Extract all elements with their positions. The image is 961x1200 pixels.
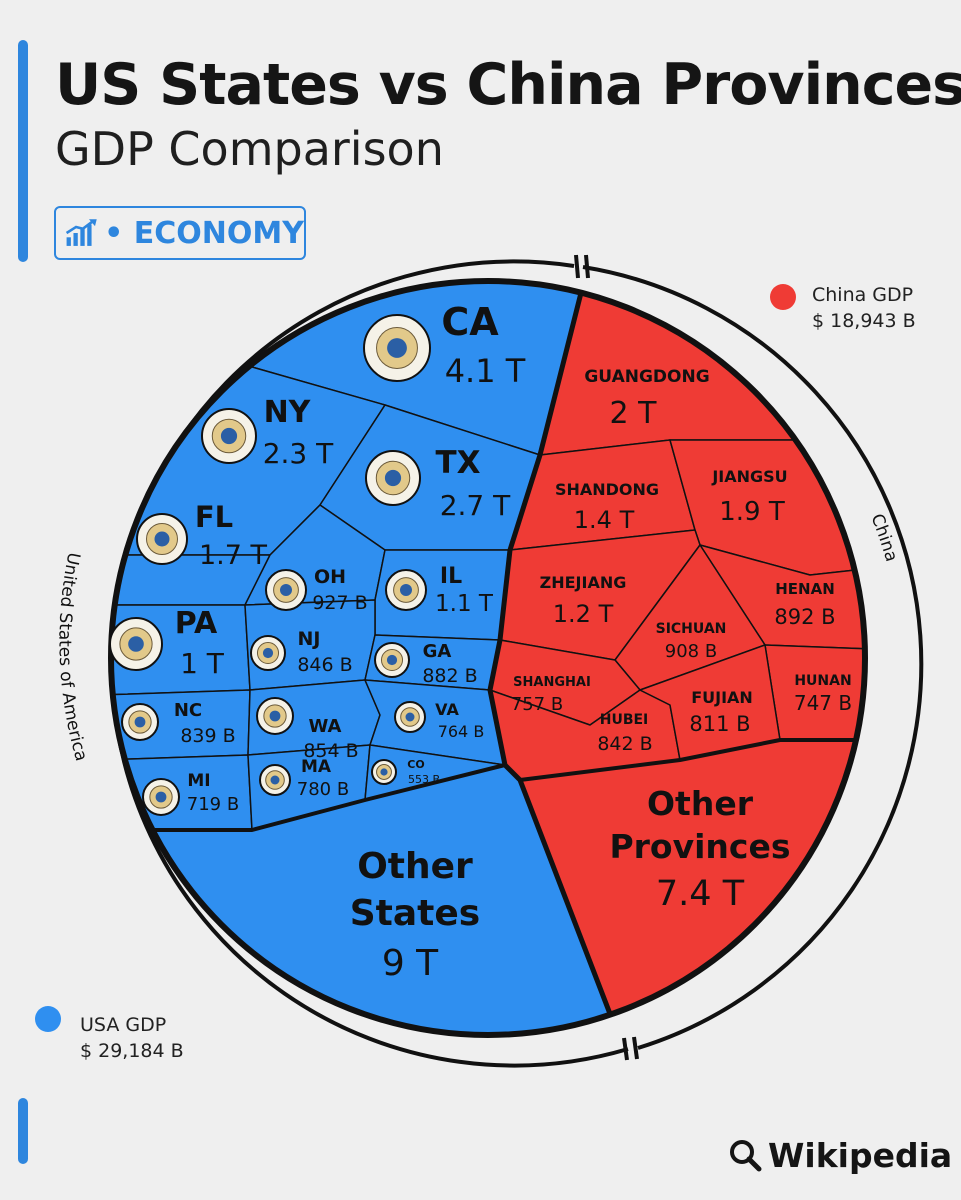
cell-label-wa: WA — [309, 716, 342, 737]
cell-label-hunan: HUNAN — [794, 673, 851, 689]
cell-label-co: CO — [407, 758, 424, 771]
cell-label-zhejiang: ZHEJIANG — [540, 573, 627, 592]
cell-label-ma: MA — [301, 757, 332, 777]
ring-label-usa-text: United States of America — [54, 551, 91, 764]
new-york-seal-icon — [201, 408, 257, 464]
cell-value-mi: 719 B — [187, 794, 239, 815]
washington-seal-icon — [256, 697, 294, 735]
cell-label-henan: HENAN — [775, 580, 835, 598]
virginia-seal-icon — [394, 701, 426, 733]
cell-label-hubei: HUBEI — [600, 712, 649, 728]
massachusetts-seal-icon — [259, 764, 291, 796]
usa-legend-label: USA GDP — [80, 1014, 167, 1036]
chart-labels: CA 4.1 T NY 2.3 T TX 2.7 T FL 1.7 T OH 927 B IL1.1… — [174, 300, 852, 984]
cell-label-line: Other — [357, 846, 473, 887]
cell-label-jiangsu: JIANGSU — [711, 467, 787, 486]
page-subtitle: GDP Comparison — [55, 122, 444, 176]
cell-label-guangdong: GUANGDONG — [584, 367, 709, 387]
cell-value-shandong: 1.4 T — [574, 506, 635, 534]
ohio-flag-icon — [265, 569, 307, 611]
new-jersey-seal-icon — [250, 635, 286, 671]
cell-value-fujian: 811 B — [689, 712, 750, 736]
cell-value-henan: 892 B — [774, 605, 835, 629]
california-flag-icon — [363, 314, 431, 382]
cell-value-shanghai: 757 B — [511, 694, 563, 715]
usa-china-divider — [487, 281, 625, 1035]
cell-label-shandong: SHANDONG — [555, 480, 659, 499]
georgia-flag-icon — [374, 642, 410, 678]
source-label: Wikipedia — [768, 1136, 953, 1175]
cell-value-ny: 2.3 T — [263, 437, 334, 470]
ring-label-usa: United States of America — [54, 551, 91, 764]
pennsylvania-seal-icon — [109, 617, 163, 671]
chart-growth-icon — [65, 219, 97, 246]
cell-label-oh: OH — [314, 566, 346, 588]
colorado-flag-icon — [371, 759, 397, 785]
usa-legend-dot — [35, 1006, 61, 1032]
cell-label-other-cn: Other Provinces — [609, 784, 790, 866]
cell-label-nc: NC — [174, 700, 202, 721]
source-credit: Wikipedia — [728, 1136, 952, 1175]
cell-label-pa: PA — [175, 606, 218, 641]
cell-value-jiangsu: 1.9 T — [719, 497, 785, 527]
cell-value-fl: 1.7 T — [199, 540, 268, 571]
cell-value-hubei: 842 B — [597, 733, 652, 755]
cell-label-other-us: Other States — [350, 846, 480, 934]
cell-value-oh: 927 B — [312, 592, 367, 614]
florida-flag-icon — [136, 513, 188, 565]
page-title: US States vs China Provinces — [55, 52, 961, 118]
michigan-seal-icon — [142, 778, 180, 816]
search-icon — [730, 1139, 762, 1171]
cell-label-line: Other — [647, 784, 754, 823]
cell-value-va: 764 B — [438, 722, 485, 741]
cell-label-sichuan: SICHUAN — [656, 621, 727, 637]
cell-value-ga: 882 B — [422, 665, 477, 687]
pie-border — [108, 278, 868, 1038]
cell-label-ca: CA — [441, 300, 499, 344]
cell-label-fujian: FUJIAN — [691, 688, 753, 707]
cell-label-ny: NY — [264, 395, 312, 430]
cell-value-nc: 839 B — [180, 725, 235, 747]
cell-value-co: 553 B — [408, 773, 440, 786]
cell-value-ma: 780 B — [297, 779, 349, 800]
state-icons — [109, 314, 431, 816]
economy-badge: • ECONOMY — [54, 206, 306, 260]
cell-value-guangdong: 2 T — [610, 396, 658, 431]
cell-value-ca: 4.1 T — [445, 352, 526, 390]
legend-china: China GDP $ 18,943 B — [770, 282, 916, 334]
cell-value-other-cn: 7.4 T — [656, 874, 745, 914]
cell-value-sichuan: 908 B — [665, 641, 717, 662]
cell-value-tx: 2.7 T — [440, 489, 511, 522]
cell-value-wa: 854 B — [303, 740, 358, 762]
cell-label-fl: FL — [195, 500, 233, 534]
china-legend-label: China GDP — [812, 284, 914, 306]
cell-label-va: VA — [435, 700, 459, 719]
usa-legend-value: $ 29,184 B — [80, 1040, 184, 1062]
cell-label-line: Provinces — [609, 827, 790, 866]
cell-label-mi: MI — [187, 771, 210, 791]
cell-label-tx: TX — [435, 445, 480, 481]
cell-guangdong — [539, 281, 865, 456]
cell-label-shanghai: SHANGHAI — [513, 675, 591, 690]
cell-label-ga: GA — [423, 641, 452, 662]
china-legend-dot — [770, 284, 796, 310]
cell-value-nj: 846 B — [297, 654, 352, 676]
cell-label-line: States — [350, 893, 480, 934]
cell-value-il: 1.1 T — [435, 591, 494, 617]
badge-label: • ECONOMY — [104, 215, 304, 251]
illinois-seal-icon — [385, 569, 427, 611]
china-legend-value: $ 18,943 B — [812, 310, 916, 332]
cell-value-other-us: 9 T — [382, 943, 439, 984]
cell-value-zhejiang: 1.2 T — [553, 600, 614, 628]
accent-bar-top — [18, 40, 28, 262]
cell-value-hunan: 747 B — [794, 691, 852, 715]
cell-value-pa: 1 T — [180, 647, 225, 680]
cell-label-il: IL — [440, 564, 462, 589]
north-carolina-flag-icon — [121, 703, 159, 741]
cell-label-nj: NJ — [298, 628, 321, 650]
accent-bar-bottom — [18, 1098, 28, 1164]
legend-usa: USA GDP $ 29,184 B — [35, 1006, 184, 1064]
texas-flag-icon — [365, 450, 421, 506]
